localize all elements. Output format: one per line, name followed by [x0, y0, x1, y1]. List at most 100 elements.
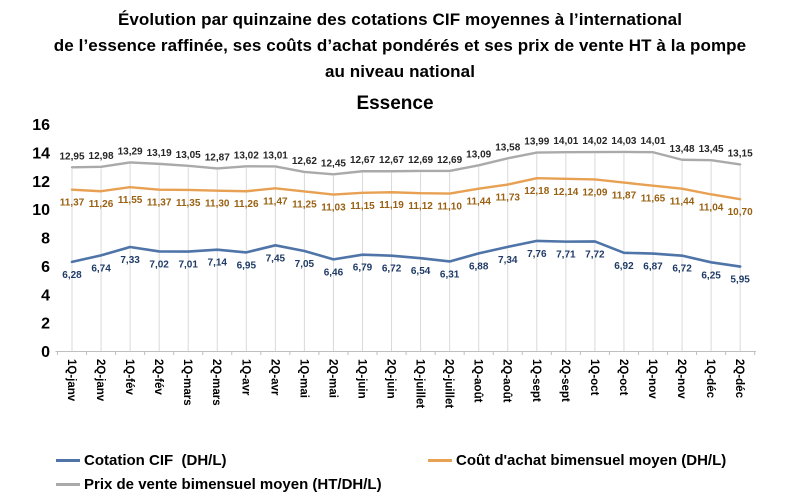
svg-text:13,99: 13,99 — [524, 137, 549, 148]
svg-text:11,87: 11,87 — [612, 191, 637, 202]
svg-text:11,37: 11,37 — [60, 198, 85, 209]
legend-label-cotation-cif: Cotation CIF (DH/L) — [84, 452, 227, 469]
svg-text:7,14: 7,14 — [208, 258, 228, 269]
svg-text:6: 6 — [41, 259, 50, 276]
svg-text:14,01: 14,01 — [640, 136, 665, 147]
svg-text:4: 4 — [41, 287, 50, 304]
svg-text:2Q-avr: 2Q-avr — [268, 359, 280, 396]
svg-text:11,25: 11,25 — [292, 199, 317, 210]
svg-text:11,73: 11,73 — [496, 193, 521, 204]
svg-text:13,05: 13,05 — [176, 150, 201, 161]
svg-text:12,45: 12,45 — [321, 158, 346, 169]
svg-text:7,02: 7,02 — [149, 259, 169, 270]
svg-text:7,01: 7,01 — [178, 260, 198, 271]
svg-text:1Q-juillet: 1Q-juillet — [414, 359, 426, 408]
svg-text:1Q-sept: 1Q-sept — [530, 359, 542, 402]
svg-text:11,44: 11,44 — [466, 197, 491, 208]
svg-text:6,74: 6,74 — [91, 263, 111, 274]
svg-text:10,70: 10,70 — [728, 207, 753, 218]
svg-text:11,37: 11,37 — [147, 198, 172, 209]
series-line-2 — [70, 150, 742, 176]
svg-text:6,54: 6,54 — [411, 266, 431, 277]
series-line-1 — [70, 176, 742, 201]
svg-text:10: 10 — [32, 202, 50, 219]
svg-text:12,69: 12,69 — [437, 155, 462, 166]
svg-text:11,44: 11,44 — [670, 197, 695, 208]
svg-text:11,30: 11,30 — [205, 199, 230, 210]
svg-text:6,79: 6,79 — [353, 263, 373, 274]
series-labels-0: 6,28 6,74 7,33 7,02 7,01 7,14 6,95 7,45 7,05 6,46… — [62, 249, 750, 286]
cotation-cif-line-swatch — [56, 459, 80, 462]
svg-text:11,15: 11,15 — [350, 201, 375, 212]
y-axis-labels: 0 2 4 6 8 10 12 14 16 — [32, 117, 50, 361]
svg-text:6,72: 6,72 — [382, 264, 402, 275]
svg-text:1Q-avr: 1Q-avr — [239, 359, 251, 396]
svg-text:6,95: 6,95 — [237, 260, 257, 271]
svg-text:11,55: 11,55 — [118, 195, 143, 206]
svg-text:14,03: 14,03 — [611, 136, 636, 147]
svg-text:1Q-fév: 1Q-fév — [123, 359, 135, 395]
svg-text:7,45: 7,45 — [266, 253, 286, 264]
series-line-0 — [70, 239, 742, 268]
svg-text:2Q-déc: 2Q-déc — [733, 359, 745, 399]
svg-text:13,19: 13,19 — [147, 148, 172, 159]
svg-text:6,28: 6,28 — [62, 270, 82, 281]
svg-text:12,62: 12,62 — [292, 156, 317, 167]
svg-text:2Q-août: 2Q-août — [501, 359, 513, 403]
svg-text:12,95: 12,95 — [59, 151, 84, 162]
svg-text:11,04: 11,04 — [699, 202, 724, 213]
svg-text:1Q-oct: 1Q-oct — [588, 359, 600, 396]
series-labels-2: 12,95 12,98 13,29 13,19 13,05 12,87 13,02 13,01… — [59, 136, 753, 169]
legend-item-cotation-cif: Cotation CIF (DH/L) — [56, 452, 226, 469]
svg-text:14,02: 14,02 — [582, 136, 607, 147]
svg-text:11,12: 11,12 — [408, 201, 433, 212]
svg-text:12,09: 12,09 — [582, 187, 607, 198]
svg-text:11,10: 11,10 — [437, 202, 462, 213]
legend-item-cout-achat: Coût d'achat bimensuel moyen (DH/L) — [428, 452, 726, 469]
legend-item-prix-vente: Prix de vente bimensuel moyen (HT/DH/L) — [56, 476, 382, 493]
svg-text:8: 8 — [41, 231, 50, 248]
svg-text:7,33: 7,33 — [120, 255, 140, 266]
svg-text:7,34: 7,34 — [498, 255, 518, 266]
svg-text:1Q-mars: 1Q-mars — [181, 359, 193, 406]
svg-text:0: 0 — [41, 344, 50, 361]
svg-text:11,47: 11,47 — [263, 196, 288, 207]
svg-text:6,31: 6,31 — [440, 269, 460, 280]
prix-vente-line-swatch — [56, 483, 80, 486]
svg-text:7,05: 7,05 — [295, 259, 315, 270]
svg-text:12: 12 — [32, 174, 50, 191]
svg-text:6,25: 6,25 — [701, 270, 721, 281]
svg-text:6,92: 6,92 — [614, 261, 634, 272]
series-labels-1: 11,37 11,26 11,55 11,37 11,35 11,30 11,26 11,47… — [60, 186, 753, 218]
svg-text:1Q-juin: 1Q-juin — [355, 359, 367, 399]
svg-text:1Q-déc: 1Q-déc — [704, 359, 716, 399]
svg-text:6,88: 6,88 — [469, 261, 489, 272]
legend-label-prix-vente: Prix de vente bimensuel moyen (HT/DH/L) — [84, 476, 382, 493]
svg-text:12,67: 12,67 — [379, 155, 404, 166]
svg-text:13,48: 13,48 — [670, 144, 695, 155]
legend-label-cout-achat: Coût d'achat bimensuel moyen (DH/L) — [456, 452, 727, 469]
x-axis — [55, 351, 756, 355]
svg-text:1Q-nov: 1Q-nov — [646, 359, 658, 399]
svg-text:12,18: 12,18 — [524, 186, 549, 197]
page-title-line1: Évolution par quinzaine des cotations CI… — [117, 10, 683, 29]
svg-text:2Q-oct: 2Q-oct — [617, 359, 629, 396]
svg-text:13,01: 13,01 — [263, 150, 288, 161]
svg-text:12,67: 12,67 — [350, 155, 375, 166]
svg-text:11,03: 11,03 — [321, 203, 346, 214]
svg-text:13,09: 13,09 — [466, 149, 491, 160]
chart-title: Essence — [356, 93, 434, 114]
svg-text:12,98: 12,98 — [89, 151, 114, 162]
svg-text:6,46: 6,46 — [324, 267, 344, 278]
svg-text:2Q-mars: 2Q-mars — [210, 359, 222, 406]
page-title: Évolution par quinzaine des cotations CI… — [0, 7, 800, 85]
svg-text:1Q-janv: 1Q-janv — [65, 359, 77, 402]
page-title-line2: de l’essence raffinée, ses coûts d’achat… — [53, 36, 747, 55]
svg-text:2: 2 — [41, 316, 50, 333]
svg-text:6,72: 6,72 — [672, 264, 692, 275]
svg-text:5,95: 5,95 — [730, 275, 750, 286]
svg-text:2Q-mai: 2Q-mai — [326, 359, 338, 398]
svg-text:13,58: 13,58 — [495, 142, 520, 153]
